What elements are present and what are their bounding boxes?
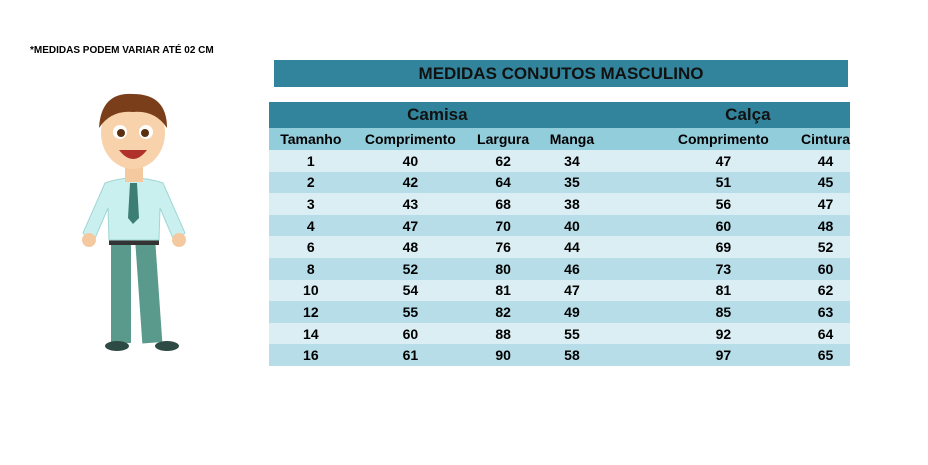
- table-cell: 68: [468, 193, 539, 215]
- column-header-row: Tamanho Comprimento Largura Manga Compri…: [269, 128, 850, 150]
- table-cell: 52: [352, 257, 469, 280]
- table-cell: 60: [352, 322, 469, 345]
- table-row: 1 40 62 34 47 44: [269, 150, 850, 172]
- col-header: Cintura: [801, 128, 850, 150]
- table-row: 3 43 68 38 56 47: [269, 193, 850, 215]
- table-cell: 40: [352, 150, 469, 172]
- table-cell: 82: [468, 301, 539, 323]
- table-cell: 34: [538, 150, 606, 172]
- table-cell: 8: [269, 257, 353, 280]
- table-cell: 55: [352, 301, 469, 323]
- table-cell: 76: [468, 236, 539, 258]
- table-cell: 44: [801, 150, 850, 172]
- table-cell: 69: [605, 236, 801, 258]
- table-row: 4 47 70 40 60 48: [269, 214, 850, 237]
- table-cell: 88: [468, 322, 539, 345]
- table-cell: 64: [468, 171, 539, 194]
- table-cell: 38: [538, 193, 606, 215]
- table-cell: 2: [269, 171, 353, 194]
- table-cell: 47: [801, 193, 850, 215]
- table-cell: 44: [538, 236, 606, 258]
- table-cell: 65: [801, 344, 850, 366]
- table-cell: 62: [801, 279, 850, 302]
- table-cell: 14: [269, 322, 353, 345]
- table-row: 2 42 64 35 51 45: [269, 171, 850, 194]
- table-row: 10 54 81 47 81 62: [269, 279, 850, 302]
- table-cell: 80: [468, 257, 539, 280]
- group-header-row: Camisa Calça: [269, 102, 850, 128]
- table-cell: 64: [801, 322, 850, 345]
- table-row: 16 61 90 58 97 65: [269, 344, 850, 366]
- table-row: 12 55 82 49 85 63: [269, 301, 850, 323]
- page-title: MEDIDAS CONJUTOS MASCULINO: [274, 60, 848, 87]
- table-cell: 47: [538, 279, 606, 302]
- table-cell: 81: [605, 279, 801, 302]
- table-cell: 60: [605, 214, 801, 237]
- table-cell: 12: [269, 301, 353, 323]
- table-cell: 46: [538, 257, 606, 280]
- table-cell: 47: [605, 150, 801, 172]
- table-cell: 49: [538, 301, 606, 323]
- size-table: Camisa Calça Tamanho Comprimento Largura…: [269, 102, 850, 366]
- group-camisa: Camisa: [269, 102, 606, 128]
- group-calca: Calça: [605, 102, 850, 128]
- table-cell: 58: [538, 344, 606, 366]
- col-header: Comprimento: [605, 128, 801, 150]
- table-cell: 51: [605, 171, 801, 194]
- table-row: 6 48 76 44 69 52: [269, 236, 850, 258]
- table-cell: 48: [352, 236, 469, 258]
- table-cell: 70: [468, 214, 539, 237]
- table-cell: 52: [801, 236, 850, 258]
- table-cell: 1: [269, 150, 353, 172]
- table-cell: 43: [352, 193, 469, 215]
- table-cell: 85: [605, 301, 801, 323]
- table-cell: 97: [605, 344, 801, 366]
- table-row: 14 60 88 55 92 64: [269, 322, 850, 345]
- table-cell: 35: [538, 171, 606, 194]
- table-cell: 10: [269, 279, 353, 302]
- table-cell: 54: [352, 279, 469, 302]
- table-cell: 47: [352, 214, 469, 237]
- col-header: Tamanho: [269, 128, 353, 150]
- table-cell: 61: [352, 344, 469, 366]
- col-header: Comprimento: [352, 128, 469, 150]
- col-header: Largura: [468, 128, 539, 150]
- table-cell: 6: [269, 236, 353, 258]
- table-cell: 62: [468, 150, 539, 172]
- measurement-note: *MEDIDAS PODEM VARIAR ATÉ 02 CM: [30, 45, 214, 56]
- boy-illustration: [82, 93, 186, 351]
- table-cell: 55: [538, 322, 606, 345]
- table-cell: 40: [538, 214, 606, 237]
- table-cell: 45: [801, 171, 850, 194]
- table-cell: 3: [269, 193, 353, 215]
- table-cell: 73: [605, 257, 801, 280]
- table-cell: 56: [605, 193, 801, 215]
- table-cell: 48: [801, 214, 850, 237]
- table-cell: 42: [352, 171, 469, 194]
- table-cell: 4: [269, 214, 353, 237]
- table-cell: 90: [468, 344, 539, 366]
- table-cell: 16: [269, 344, 353, 366]
- table-cell: 81: [468, 279, 539, 302]
- table-row: 8 52 80 46 73 60: [269, 257, 850, 280]
- col-header: Manga: [538, 128, 606, 150]
- table-cell: 60: [801, 257, 850, 280]
- table-cell: 92: [605, 322, 801, 345]
- table-cell: 63: [801, 301, 850, 323]
